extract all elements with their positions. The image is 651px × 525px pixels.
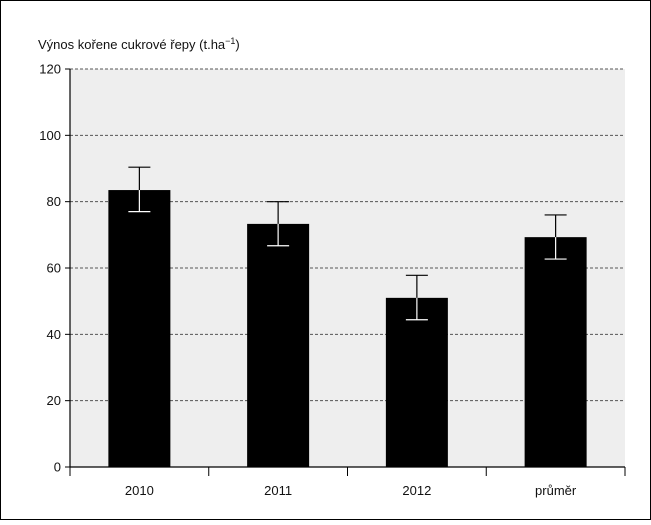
bar-průměr (524, 237, 587, 467)
x-tick-labels: 2010 2011 2012 průměr (69, 467, 626, 498)
y-tick-label: 40 (47, 327, 61, 342)
error-bars (128, 166, 567, 321)
bar-2012 (385, 297, 448, 467)
bar-2010 (108, 190, 171, 467)
y-tick-label: 100 (39, 128, 61, 143)
y-axis-label: Výnos kořene cukrové řepy (t.ha−1) (38, 36, 240, 52)
y-tick-label: 0 (54, 460, 61, 475)
y-tick-label: 120 (39, 62, 61, 77)
error-bar-průměr (544, 214, 567, 260)
error-bar-2012 (405, 274, 428, 321)
x-tick-label: 2010 (125, 483, 154, 498)
y-tick-label: 80 (47, 194, 61, 209)
x-tick-label: 2011 (264, 483, 292, 498)
y-tick-labels: 0 20 40 60 80 100 120 (39, 62, 70, 475)
x-tick-label: průměr (535, 483, 577, 498)
error-bar-2011 (267, 201, 290, 247)
bars (108, 190, 587, 467)
error-bar-2010 (128, 166, 151, 213)
y-tick-label: 20 (47, 393, 61, 408)
x-tick-label: 2012 (402, 483, 431, 498)
bar-2011 (247, 223, 310, 467)
y-tick-label: 60 (47, 261, 61, 276)
